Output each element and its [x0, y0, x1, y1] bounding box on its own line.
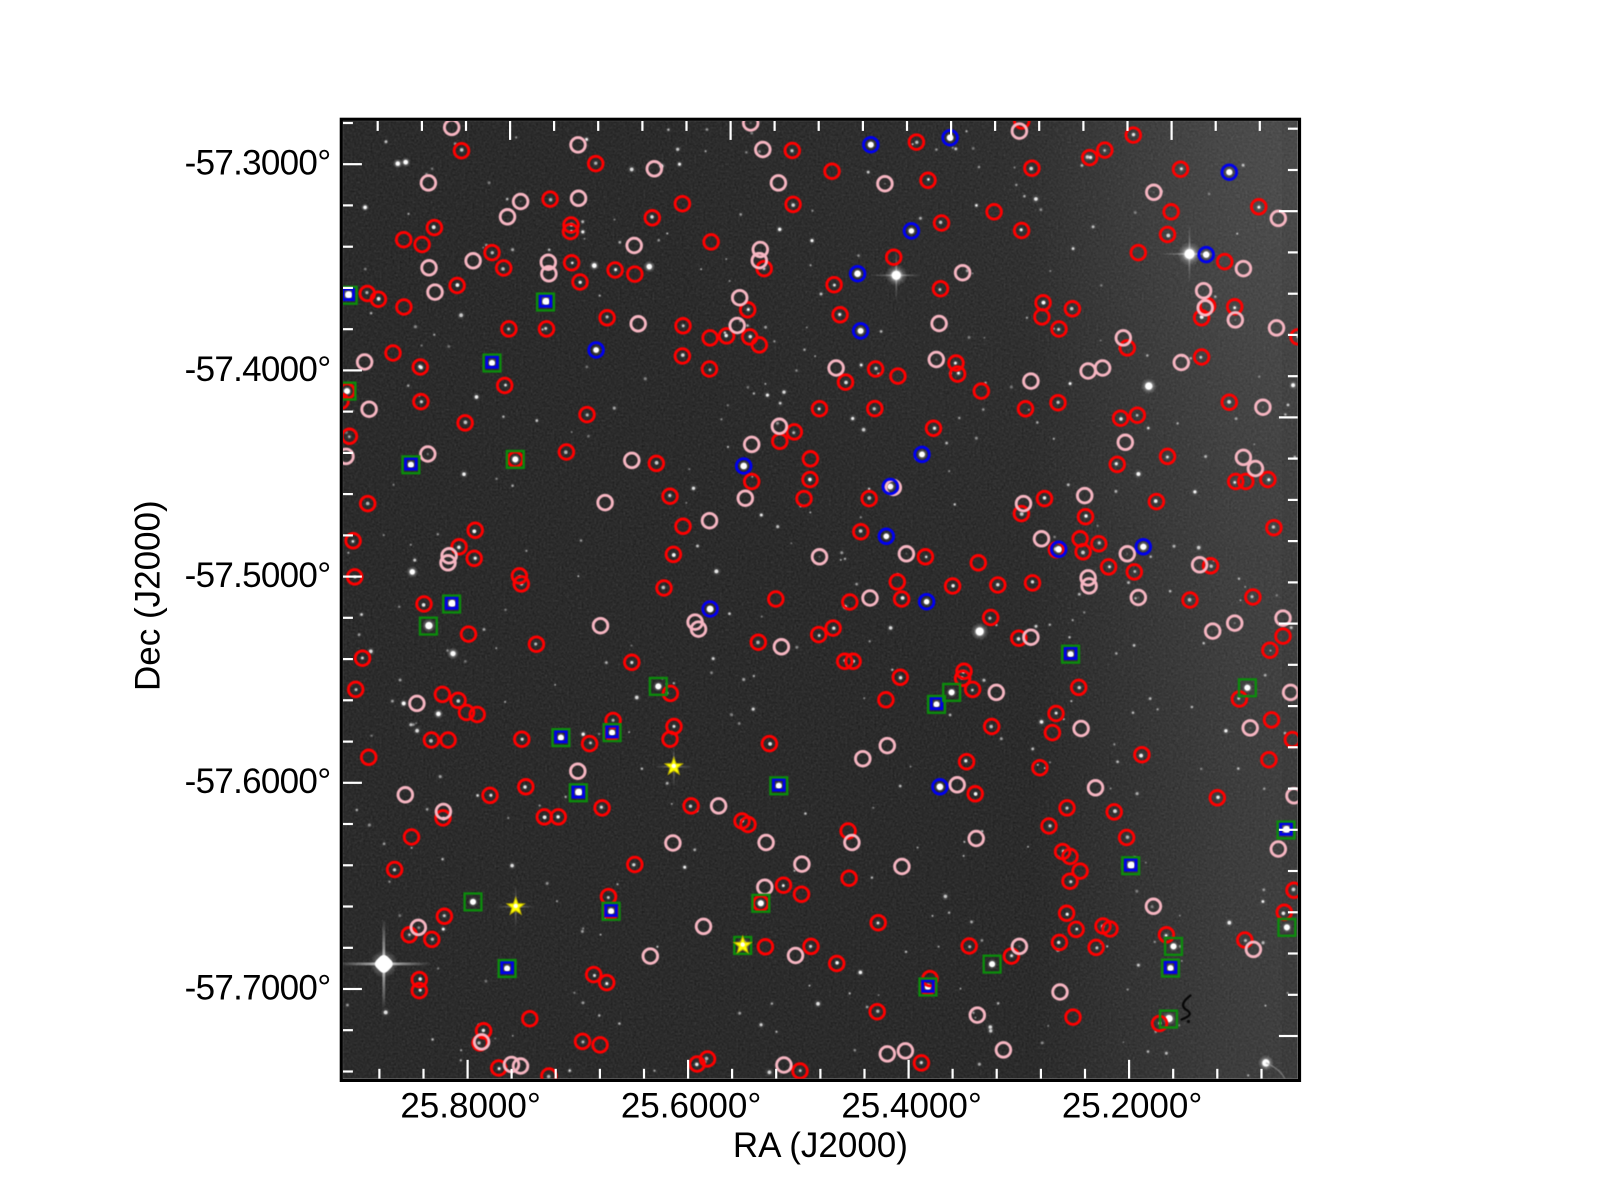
svg-text:Dec (J2000): Dec (J2000)	[129, 500, 168, 691]
svg-text:RA (J2000): RA (J2000)	[733, 1126, 908, 1165]
svg-text:-57.7000°: -57.7000°	[185, 968, 331, 1007]
svg-text:-57.4000°: -57.4000°	[185, 350, 331, 389]
svg-text:25.2000°: 25.2000°	[1062, 1087, 1203, 1126]
svg-text:-57.3000°: -57.3000°	[185, 144, 331, 183]
svg-text:-57.5000°: -57.5000°	[185, 556, 331, 595]
svg-text:25.6000°: 25.6000°	[621, 1087, 762, 1126]
svg-text:-57.6000°: -57.6000°	[185, 762, 331, 801]
svg-text:25.8000°: 25.8000°	[400, 1087, 541, 1126]
svg-text:25.4000°: 25.4000°	[841, 1087, 982, 1126]
